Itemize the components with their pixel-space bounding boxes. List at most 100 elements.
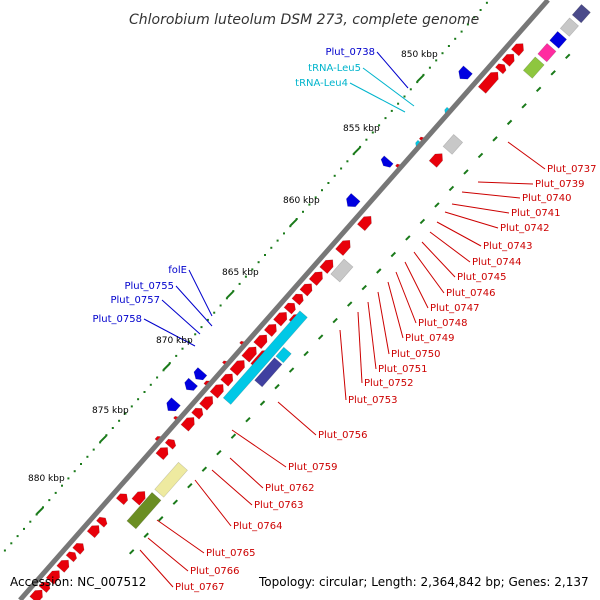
gene-label-leader bbox=[194, 479, 232, 527]
gene-label: Plut_0759 bbox=[288, 462, 338, 473]
ruler-tick bbox=[251, 268, 254, 271]
gene-label: Plut_0753 bbox=[348, 395, 398, 406]
reverse-gene bbox=[166, 397, 181, 412]
ruler-tick bbox=[460, 30, 463, 33]
ruler-tick bbox=[378, 124, 381, 127]
forward-gene bbox=[229, 360, 245, 377]
ruler-tick bbox=[143, 532, 149, 538]
ruler-tick bbox=[10, 542, 13, 545]
gene-label: Plut_0743 bbox=[483, 241, 533, 252]
forward-gene bbox=[199, 396, 214, 411]
ruler-tick bbox=[327, 182, 330, 184]
gene-label-callouts bbox=[139, 51, 546, 588]
ruler-tick bbox=[361, 284, 367, 291]
ruler-tick bbox=[384, 117, 387, 120]
forward-gene bbox=[495, 63, 507, 75]
gene-labels: Plut_0737 Plut_0739 Plut_0740 Plut_0741 Plut… bbox=[92, 47, 596, 593]
ruler-tick bbox=[216, 449, 222, 456]
ruler-ticks bbox=[3, 1, 571, 555]
ruler-tick bbox=[434, 202, 440, 208]
ruler-tick bbox=[441, 52, 444, 55]
gene-label-leader bbox=[367, 301, 377, 370]
reverse-gene bbox=[458, 65, 473, 80]
gene-label-leader bbox=[461, 191, 521, 199]
forward-gene bbox=[96, 516, 108, 528]
forward-gene bbox=[477, 71, 499, 94]
ruler-tick bbox=[23, 527, 25, 530]
forward-gene bbox=[319, 259, 334, 275]
ruler-label: 860 kbp bbox=[283, 196, 320, 206]
gene-label: tRNA-Leu5 bbox=[308, 63, 361, 74]
forward-gene bbox=[291, 293, 304, 306]
ruler-tick bbox=[67, 477, 70, 480]
ruler-tick bbox=[105, 434, 108, 437]
forward-gene bbox=[180, 417, 195, 432]
gene-label: Plut_0763 bbox=[254, 500, 304, 511]
gene-label: Plut_0765 bbox=[206, 548, 256, 559]
ruler-tick bbox=[92, 448, 95, 451]
forward-gene bbox=[308, 271, 323, 287]
ruler-tick bbox=[405, 235, 411, 241]
ruler-label: 865 kbp bbox=[222, 268, 259, 278]
gene-feature bbox=[154, 461, 188, 498]
forward-gene bbox=[220, 373, 234, 387]
ruler-tick bbox=[181, 347, 184, 350]
gene-label: Plut_0752 bbox=[364, 378, 414, 389]
ruler-tick bbox=[346, 160, 349, 163]
ruler-tick bbox=[158, 516, 164, 522]
ruler-tick bbox=[340, 167, 343, 170]
ruler-tick bbox=[333, 174, 336, 177]
ruler-tick bbox=[390, 251, 397, 258]
forward-gene bbox=[501, 53, 515, 67]
ruler-major-tick bbox=[416, 74, 425, 83]
gene-label: Plut_0744 bbox=[472, 257, 522, 268]
gene-label: Plut_0737 bbox=[547, 164, 597, 175]
forward-gene bbox=[72, 542, 85, 555]
ruler-tick bbox=[232, 290, 235, 293]
ruler-tick bbox=[289, 225, 292, 228]
topology-text: Topology: circular; Length: 2,364,842 bp… bbox=[259, 575, 589, 589]
ruler-tick bbox=[454, 37, 457, 40]
ruler-tick bbox=[347, 301, 353, 307]
ruler-tick bbox=[308, 203, 311, 206]
forward-gene bbox=[510, 43, 524, 57]
ruler-tick bbox=[61, 484, 63, 487]
ruler-tick bbox=[118, 419, 121, 422]
ruler-tick bbox=[403, 95, 406, 98]
reverse-gene bbox=[549, 31, 568, 49]
ruler-tick bbox=[435, 59, 438, 62]
ruler-tick bbox=[352, 153, 355, 156]
ruler-tick bbox=[172, 499, 179, 505]
ruler-tick bbox=[168, 362, 171, 365]
ruler-major-tick bbox=[36, 507, 44, 515]
ruler-major-tick bbox=[353, 146, 361, 155]
ruler-tick bbox=[259, 400, 266, 406]
forward-gene bbox=[335, 239, 351, 257]
gene-label: Plut_0750 bbox=[391, 349, 441, 360]
ruler-labels: 850 kbp 855 kbp 860 kbp 865 kbp 870 kbp … bbox=[28, 50, 438, 484]
forward-gene bbox=[191, 407, 204, 420]
gene-label-leader bbox=[357, 311, 363, 384]
ruler-tick bbox=[16, 535, 19, 538]
ruler-tick bbox=[175, 354, 178, 357]
genome-backbone bbox=[18, 0, 550, 600]
ruler-tick bbox=[466, 23, 469, 26]
ruler-label: 875 kbp bbox=[92, 406, 129, 416]
ruler-tick bbox=[463, 169, 469, 175]
ruler-tick bbox=[550, 70, 556, 76]
ruler-label: 880 kbp bbox=[28, 474, 65, 484]
ruler-tick bbox=[86, 455, 89, 458]
ruler-tick bbox=[485, 1, 488, 4]
ruler-tick bbox=[143, 391, 146, 393]
ruler-tick bbox=[283, 232, 285, 235]
ruler-tick bbox=[162, 369, 165, 372]
gene-label: Plut_0738 bbox=[325, 47, 375, 58]
gene-label-leader bbox=[444, 211, 499, 229]
gene-feature bbox=[559, 17, 579, 37]
reverse-gene bbox=[184, 377, 199, 391]
gene-label: Plut_0751 bbox=[378, 364, 428, 375]
gene-label: Plut_0755 bbox=[124, 281, 174, 292]
ruler-tick bbox=[416, 81, 419, 84]
ruler-tick bbox=[276, 239, 279, 242]
